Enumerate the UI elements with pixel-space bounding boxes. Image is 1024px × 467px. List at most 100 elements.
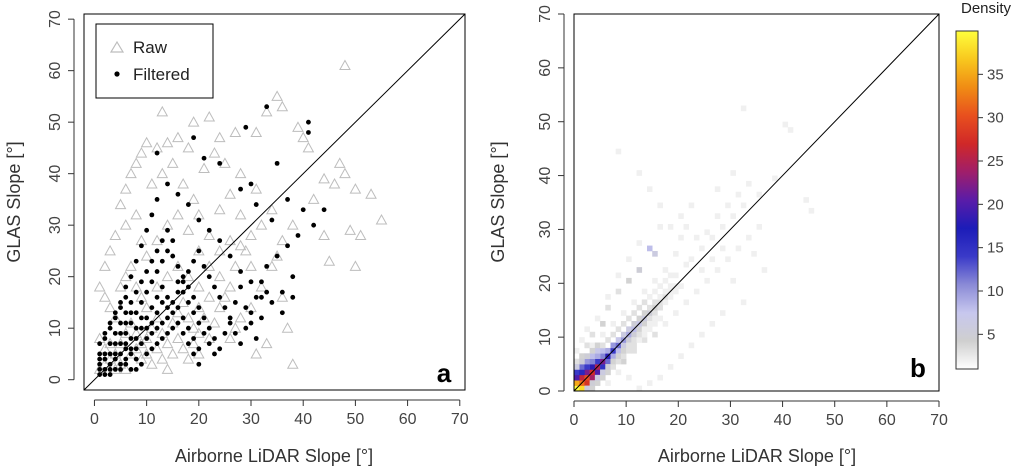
filtered-point — [191, 336, 197, 341]
raw-point — [151, 311, 163, 323]
filtered-point — [159, 336, 165, 341]
heatmap-cell — [636, 337, 643, 343]
filtered-point — [264, 263, 270, 269]
heatmap-cell — [652, 288, 658, 295]
filtered-point — [149, 258, 155, 264]
heatmap-cell — [657, 374, 663, 381]
filtered-point — [212, 351, 217, 357]
raw-point — [276, 234, 289, 246]
filtered-point — [149, 212, 155, 218]
filtered-point — [180, 279, 186, 285]
filtered-point — [259, 315, 264, 321]
raw-point — [182, 311, 195, 323]
heatmap-cell — [662, 267, 669, 273]
heatmap-cell — [652, 277, 658, 284]
heatmap-cell — [626, 347, 632, 354]
filtered-point — [253, 294, 259, 300]
filtered-point — [206, 325, 212, 331]
x-tick-label: 40 — [294, 411, 312, 428]
raw-point — [182, 353, 195, 364]
heatmap-cell — [641, 326, 648, 333]
heatmap-cell — [610, 331, 617, 338]
heatmap-cell — [641, 299, 648, 306]
raw-point — [266, 260, 278, 271]
filtered-point — [243, 305, 249, 310]
heatmap-cell — [620, 342, 627, 349]
heatmap-cell — [647, 326, 653, 333]
legend-raw-marker — [109, 40, 125, 53]
raw-point — [229, 126, 242, 137]
raw-point — [192, 327, 205, 338]
raw-point — [250, 126, 263, 137]
raw-point — [192, 347, 205, 359]
heatmap-cell — [725, 256, 731, 263]
filtered-point — [196, 320, 202, 326]
filtered-point — [128, 274, 134, 280]
heatmap-cell — [631, 310, 637, 316]
heatmap-cell — [626, 326, 632, 333]
raw-point — [99, 260, 111, 271]
filtered-point — [206, 274, 212, 280]
filtered-point — [201, 315, 207, 321]
raw-point — [328, 177, 341, 189]
heatmap-cell — [594, 315, 601, 322]
filtered-point — [311, 222, 317, 228]
heatmap-cell — [574, 364, 580, 370]
raw-point — [213, 203, 226, 215]
heatmap-cell — [605, 294, 611, 300]
filtered-point — [139, 325, 144, 331]
heatmap-cell — [589, 374, 596, 381]
filtered-point — [227, 320, 233, 326]
filtered-point — [306, 130, 311, 135]
heatmap-cell — [615, 347, 622, 354]
raw-point — [151, 280, 163, 292]
filtered-point — [259, 279, 264, 285]
heatmap-cell — [746, 180, 752, 187]
heatmap-cell — [600, 347, 606, 354]
heatmap-cell — [636, 326, 643, 333]
filtered-point — [133, 310, 139, 316]
filtered-point — [118, 330, 123, 336]
heatmap-cell — [647, 380, 653, 386]
raw-point — [213, 244, 226, 256]
legend-filtered-marker — [114, 71, 120, 77]
filtered-point — [154, 197, 160, 202]
heatmap-cell — [740, 299, 747, 306]
y-axis-title: GLAS Slope [°] — [488, 141, 508, 262]
heatmap-cell — [594, 353, 601, 359]
filtered-point — [185, 202, 191, 207]
filtered-point — [123, 294, 129, 300]
raw-point — [213, 270, 226, 282]
heatmap-cell — [667, 364, 674, 370]
filtered-point — [212, 336, 217, 341]
x-axis-title: Airborne LiDAR Slope [°] — [175, 446, 373, 466]
filtered-point — [170, 238, 176, 244]
heatmap-cell — [626, 256, 632, 263]
filtered-point — [128, 346, 134, 352]
raw-point — [339, 167, 351, 179]
heatmap-cell — [631, 347, 637, 354]
raw-point — [224, 332, 236, 343]
raw-point — [161, 219, 174, 230]
x-axis-ticks: 0 10 20 30 40 50 60 70 — [90, 400, 469, 428]
heatmap-cell — [600, 320, 606, 327]
raw-point — [156, 167, 169, 179]
raw-point — [365, 188, 377, 199]
filtered-point — [201, 263, 207, 269]
heatmap-cell — [647, 315, 653, 322]
filtered-point — [102, 351, 108, 357]
filtered-point — [97, 356, 103, 362]
filtered-point — [165, 315, 170, 321]
heatmap-cell — [647, 304, 653, 311]
filtered-point — [139, 279, 144, 285]
heatmap-cell — [574, 358, 580, 365]
y-axis-ticks: 0 10 20 30 40 50 60 70 — [537, 5, 564, 395]
filtered-point — [133, 325, 139, 331]
heatmap-cell — [746, 234, 752, 241]
heatmap-cell — [574, 380, 580, 386]
raw-point — [104, 244, 116, 256]
filtered-point — [196, 361, 202, 367]
raw-point — [375, 213, 388, 225]
heatmap-cell — [584, 353, 590, 359]
raw-point — [114, 280, 127, 292]
